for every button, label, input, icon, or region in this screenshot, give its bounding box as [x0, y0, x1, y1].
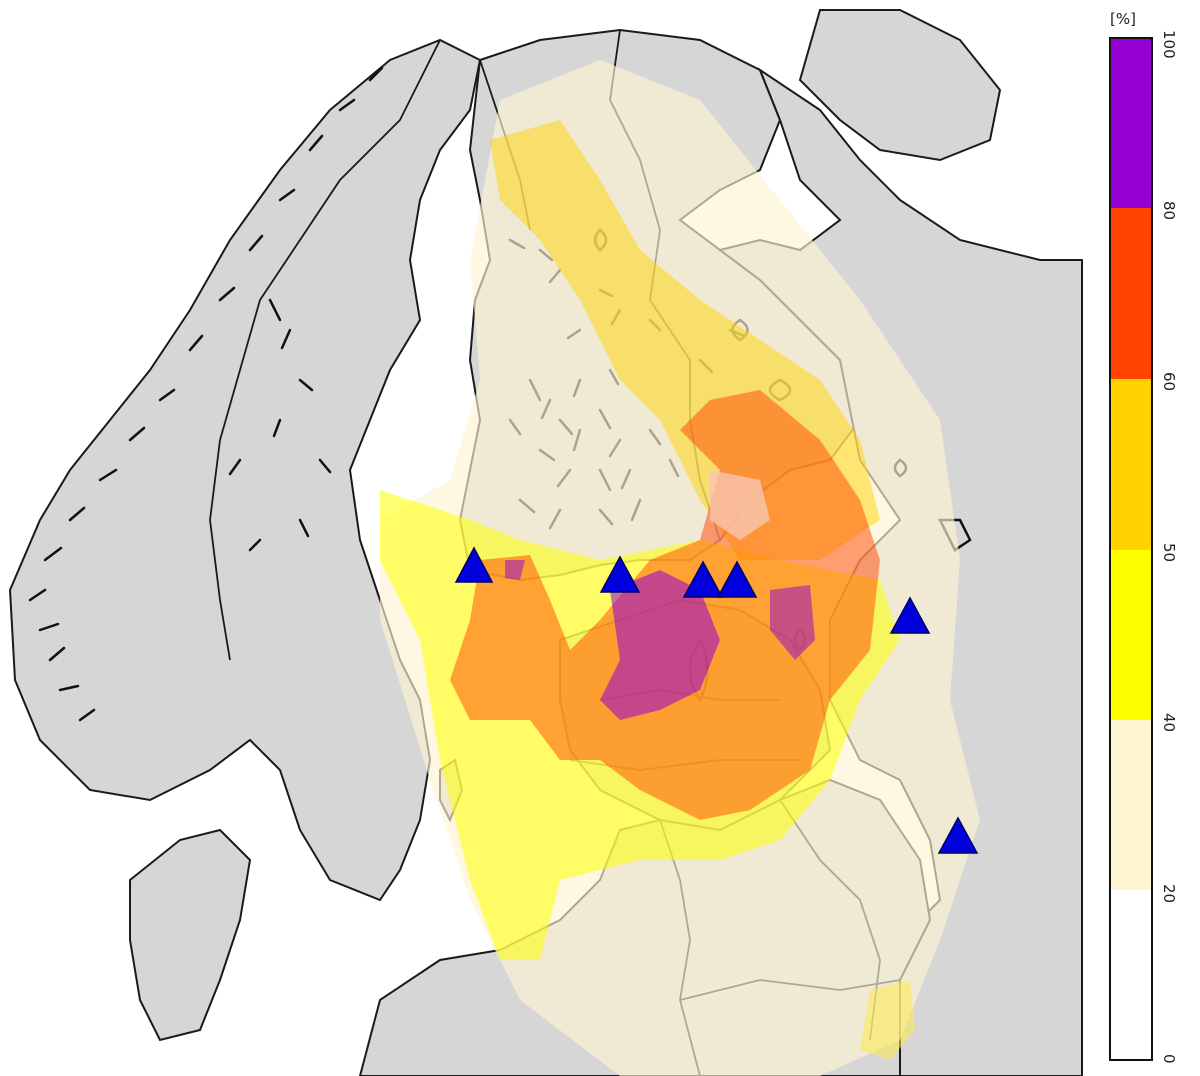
band-80-100-east	[770, 585, 815, 660]
colorbar-tick-20: 20	[1160, 884, 1178, 903]
border-norway-sweden	[209, 39, 441, 661]
station-marker[interactable]	[889, 596, 931, 634]
colorbar-frame	[1109, 37, 1153, 1061]
station-marker[interactable]	[716, 560, 758, 598]
colorbar-tick-60: 60	[1160, 372, 1178, 391]
southern-tail	[860, 980, 915, 1060]
scandinavia-landmass	[8, 38, 482, 902]
colorbar-tick-40: 40	[1160, 713, 1178, 732]
station-marker[interactable]	[454, 546, 494, 583]
station-marker[interactable]	[682, 560, 724, 598]
colorbar-tick-50: 50	[1160, 543, 1178, 562]
colorbar-band-50-60	[1110, 379, 1152, 550]
colorbar-band-20-40	[1110, 720, 1152, 890]
station-marker[interactable]	[937, 816, 979, 854]
colorbar-unit: [%]	[1110, 10, 1136, 28]
colorbar: [%] 0 20 40 60 80 100 50	[1109, 10, 1178, 1064]
station-marker[interactable]	[599, 555, 641, 593]
colorbar-band-60-80	[1110, 208, 1152, 379]
probability-overlay	[380, 60, 980, 1076]
band-80-100	[600, 570, 720, 720]
fjord-markings	[28, 66, 384, 722]
band-80-100-west	[505, 560, 525, 580]
colorbar-tick-80: 80	[1160, 201, 1178, 220]
salmon-patch	[710, 470, 770, 540]
kola-peninsula	[798, 9, 1002, 162]
colorbar-band-0-20	[1110, 890, 1152, 1060]
denmark-landmass	[129, 828, 252, 1042]
colorbar-tick-100: 100	[1160, 30, 1178, 59]
colorbar-tick-0: 0	[1160, 1054, 1178, 1064]
colorbar-band-80-100	[1110, 38, 1152, 208]
station-markers	[454, 546, 979, 854]
colorbar-band-40-50	[1110, 550, 1152, 720]
